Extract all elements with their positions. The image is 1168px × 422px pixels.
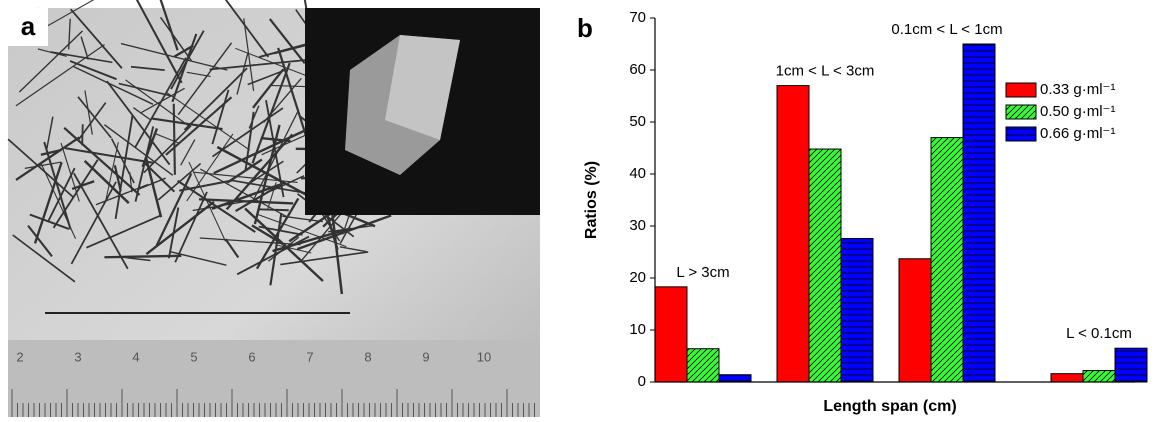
- bar: [777, 86, 809, 382]
- bar: [963, 44, 995, 382]
- ruler-label: 6: [248, 349, 255, 364]
- ruler-label: 8: [364, 349, 371, 364]
- category-label: 0.1cm < L < 1cm: [891, 21, 1002, 38]
- bar: [719, 375, 751, 382]
- y-tick-label: 70: [629, 9, 646, 26]
- y-tick-label: 10: [629, 321, 646, 338]
- x-axis-label: Length span (cm): [823, 398, 956, 415]
- y-tick-label: 50: [629, 113, 646, 130]
- figure: 2 3 4 5 6 7 8 9 10 a b Length span (cm) Ratios (…: [0, 0, 1168, 417]
- legend-label: 0.33 g·ml⁻¹: [1040, 81, 1115, 98]
- photo-panel: 2 3 4 5 6 7 8 9 10 a: [8, 0, 540, 417]
- panel-label: a: [21, 11, 36, 41]
- ruler-label: 2: [16, 349, 23, 364]
- ruler: [8, 340, 540, 417]
- category-label: 1cm < L < 3cm: [776, 63, 875, 80]
- y-tick-label: 0: [638, 373, 646, 390]
- y-tick-label: 30: [629, 217, 646, 234]
- bar: [809, 149, 841, 382]
- ruler-label: 10: [477, 349, 491, 364]
- ruler-label: 4: [132, 349, 139, 364]
- bar: [931, 138, 963, 382]
- legend-label: 0.50 g·ml⁻¹: [1040, 103, 1115, 120]
- category-label: L > 3cm: [676, 264, 729, 281]
- chart: b Length span (cm) Ratios (%) 0 10 20 30 40 5…: [577, 9, 1147, 415]
- fiber: [104, 256, 181, 257]
- ruler-label: 7: [306, 349, 313, 364]
- bar: [841, 238, 873, 382]
- bar: [1115, 348, 1147, 382]
- legend-swatch: [1006, 83, 1036, 97]
- bar: [1083, 371, 1115, 382]
- y-tick-label: 40: [629, 165, 646, 182]
- y-axis-label: Ratios (%): [583, 161, 600, 239]
- y-tick-label: 60: [629, 61, 646, 78]
- legend-swatch: [1006, 127, 1036, 141]
- ruler-label: 3: [74, 349, 81, 364]
- ruler-label: 5: [190, 349, 197, 364]
- panel-label: b: [577, 13, 593, 43]
- bar: [1051, 374, 1083, 382]
- category-label: L < 0.1cm: [1066, 325, 1132, 342]
- bar: [655, 287, 687, 382]
- ruler-label: 9: [422, 349, 429, 364]
- legend-label: 0.66 g·ml⁻¹: [1040, 125, 1115, 142]
- y-tick-label: 20: [629, 269, 646, 286]
- bar: [899, 259, 931, 382]
- legend-swatch: [1006, 105, 1036, 119]
- bar: [687, 349, 719, 382]
